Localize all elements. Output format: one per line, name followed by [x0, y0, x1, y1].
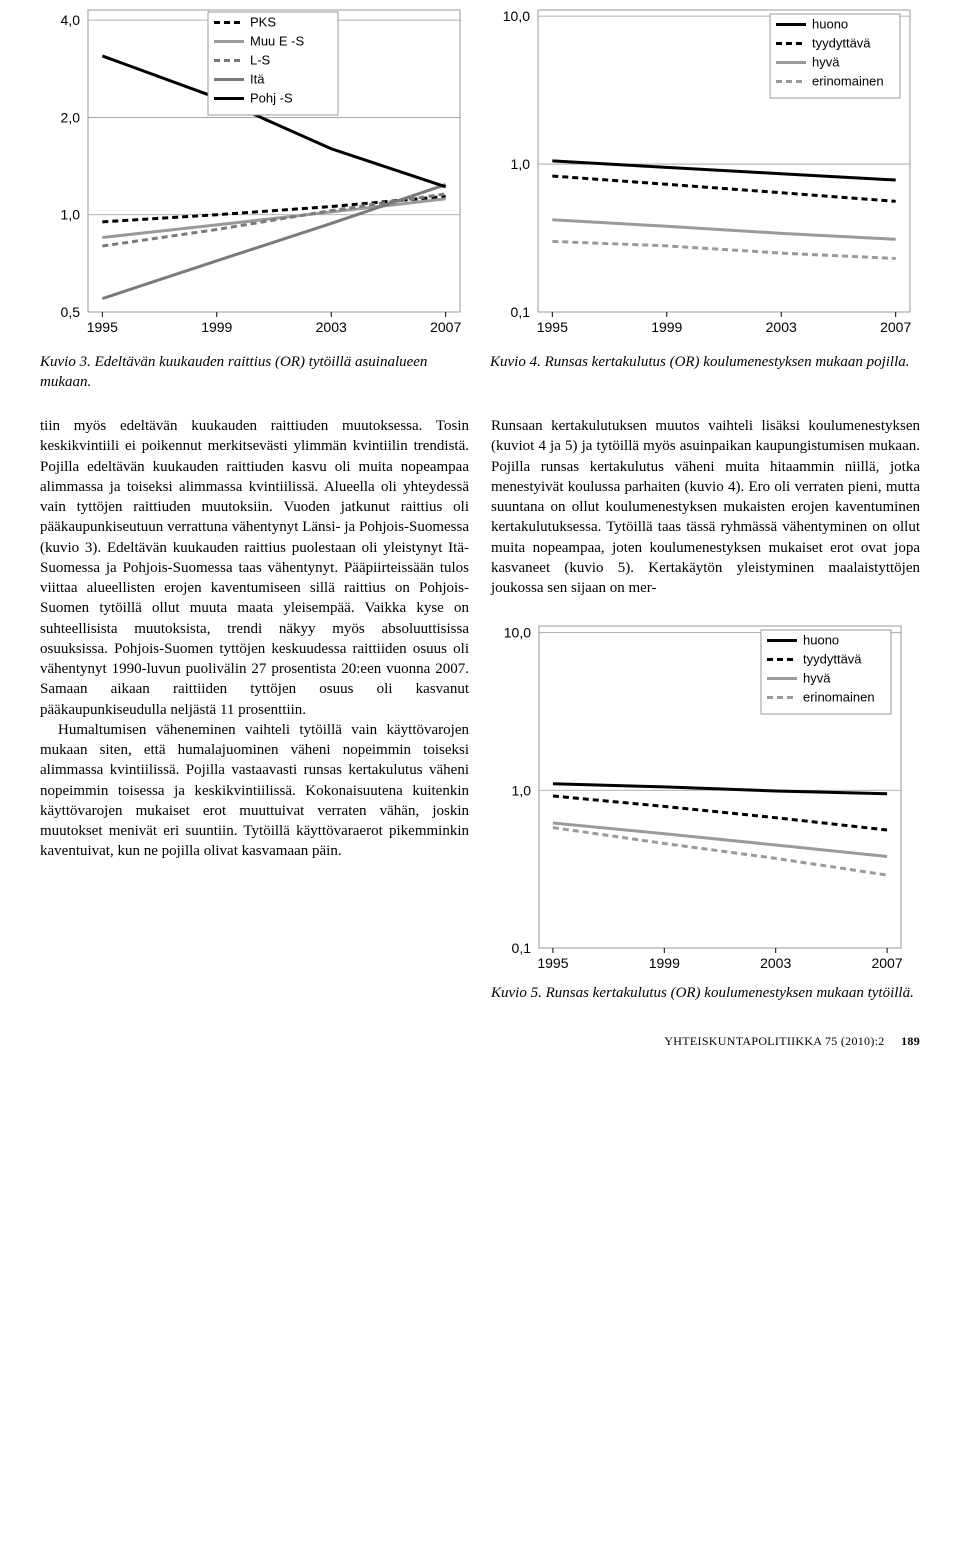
- page-footer: YHTEISKUNTAPOLITIIKKA 75 (2010):2 189: [40, 1034, 920, 1049]
- svg-text:0,1: 0,1: [511, 304, 531, 320]
- svg-text:Muu E -S: Muu E -S: [250, 34, 305, 49]
- body-left-p1: tiin myös edeltävän kuukauden raittiuden…: [40, 416, 469, 720]
- svg-text:1999: 1999: [201, 319, 232, 335]
- footer-page-number: 189: [901, 1034, 920, 1048]
- svg-text:PKS: PKS: [250, 15, 276, 30]
- footer-journal: YHTEISKUNTAPOLITIIKKA 75 (2010):2: [664, 1034, 884, 1048]
- svg-text:2007: 2007: [880, 319, 911, 335]
- svg-text:2,0: 2,0: [61, 109, 81, 125]
- chart5-wrap: 10,0 1,0 0,1 1995 1999 2003 2007 huono tyydyttäv…: [491, 616, 920, 1004]
- svg-text:0,1: 0,1: [512, 940, 532, 956]
- svg-text:2003: 2003: [316, 319, 347, 335]
- svg-text:L-S: L-S: [250, 53, 271, 68]
- svg-text:10,0: 10,0: [503, 8, 530, 24]
- svg-text:1,0: 1,0: [512, 783, 532, 799]
- chart3-column: 4,0 2,0 1,0 0,5 1995 1999 2003 2007 PKS Muu E -S L…: [40, 0, 470, 392]
- svg-text:tyydyttävä: tyydyttävä: [803, 652, 862, 667]
- top-charts-row: 4,0 2,0 1,0 0,5 1995 1999 2003 2007 PKS Muu E -S L…: [40, 0, 920, 392]
- svg-text:1995: 1995: [537, 319, 568, 335]
- svg-text:4,0: 4,0: [61, 12, 81, 28]
- svg-text:2003: 2003: [766, 319, 797, 335]
- svg-text:1999: 1999: [651, 319, 682, 335]
- svg-text:Itä: Itä: [250, 72, 265, 87]
- chart3-svg: 4,0 2,0 1,0 0,5 1995 1999 2003 2007 PKS Muu E -S L…: [40, 0, 470, 340]
- chart3-caption: Kuvio 3. Edeltävän kuukauden raittius (O…: [40, 353, 470, 392]
- chart3-plot: 4,0 2,0 1,0 0,5 1995 1999 2003 2007 PKS Muu E -S L…: [40, 0, 470, 345]
- svg-text:2003: 2003: [760, 955, 791, 971]
- svg-text:hyvä: hyvä: [803, 671, 831, 686]
- body-right-p1: Runsaan kertakulutuksen muutos vaihteli …: [491, 416, 920, 598]
- svg-text:erinomainen: erinomainen: [812, 74, 884, 89]
- svg-text:1995: 1995: [537, 955, 568, 971]
- svg-text:0,5: 0,5: [61, 304, 81, 320]
- svg-text:huono: huono: [803, 633, 839, 648]
- chart4-svg: 10,0 1,0 0,1 1995 1999 2003 2007 huono tyydyttäv…: [490, 0, 920, 340]
- svg-text:1999: 1999: [649, 955, 680, 971]
- right-column: Runsaan kertakulutuksen muutos vaihteli …: [491, 416, 920, 1004]
- svg-text:hyvä: hyvä: [812, 55, 840, 70]
- body-left-p2: Humaltumisen väheneminen vaihteli tytöil…: [40, 720, 469, 862]
- chart4-column: 10,0 1,0 0,1 1995 1999 2003 2007 huono tyydyttäv…: [490, 0, 920, 392]
- svg-text:10,0: 10,0: [504, 625, 531, 641]
- left-column: tiin myös edeltävän kuukauden raittiuden…: [40, 416, 469, 1004]
- chart5-svg: 10,0 1,0 0,1 1995 1999 2003 2007 huono tyydyttäv…: [491, 616, 911, 976]
- svg-text:1995: 1995: [87, 319, 118, 335]
- svg-text:1,0: 1,0: [61, 207, 81, 223]
- chart4-caption: Kuvio 4. Runsas kertakulutus (OR) koulum…: [490, 353, 920, 373]
- svg-text:tyydyttävä: tyydyttävä: [812, 36, 871, 51]
- svg-text:huono: huono: [812, 17, 848, 32]
- svg-text:erinomainen: erinomainen: [803, 690, 875, 705]
- chart4-plot: 10,0 1,0 0,1 1995 1999 2003 2007 huono tyydyttäv…: [490, 0, 920, 345]
- chart5-caption: Kuvio 5. Runsas kertakulutus (OR) koulum…: [491, 984, 920, 1004]
- svg-text:1,0: 1,0: [511, 156, 531, 172]
- svg-text:2007: 2007: [871, 955, 902, 971]
- svg-text:2007: 2007: [430, 319, 461, 335]
- svg-text:Pohj -S: Pohj -S: [250, 91, 293, 106]
- body-columns: tiin myös edeltävän kuukauden raittiuden…: [40, 416, 920, 1004]
- page: 4,0 2,0 1,0 0,5 1995 1999 2003 2007 PKS Muu E -S L…: [0, 0, 960, 1049]
